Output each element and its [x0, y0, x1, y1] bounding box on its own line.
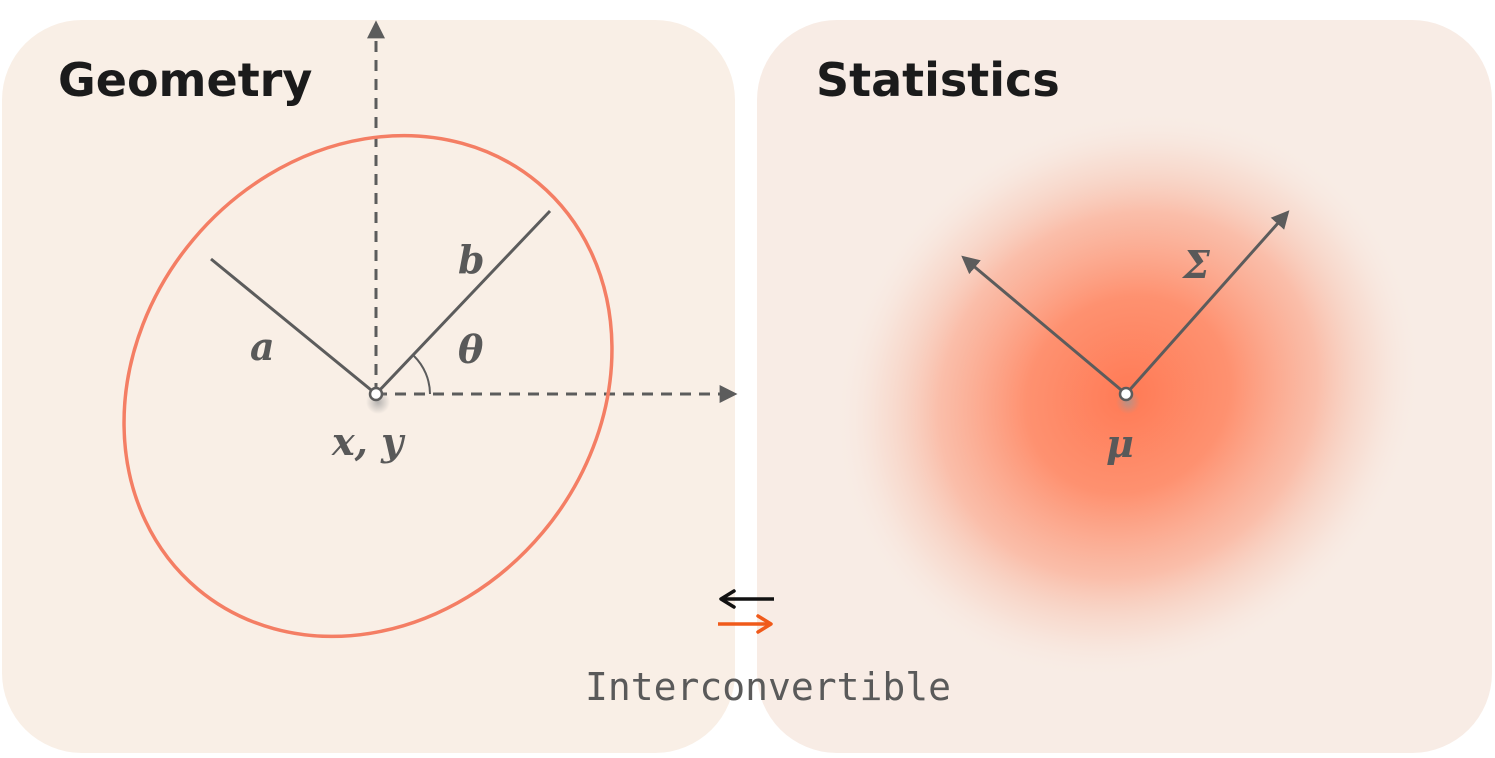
label-mu: μ: [1106, 421, 1134, 466]
covariance-axis-left-arrow: [961, 255, 1127, 396]
center-point: [368, 386, 384, 402]
ellipse-outline: [122, 133, 614, 639]
left-arrow-icon: [719, 589, 774, 609]
geometry-title: Geometry: [58, 53, 312, 107]
label-theta: θ: [458, 327, 484, 372]
statistics-title: Statistics: [816, 53, 1060, 107]
interconvertible-caption: Interconvertible: [585, 665, 951, 709]
label-center-xy: x, y: [331, 419, 406, 464]
statistics-panel: Statistics Σ μ: [757, 20, 1492, 753]
label-b: b: [458, 237, 485, 282]
semi-axis-a-line: [210, 257, 377, 396]
label-sigma: Σ: [1181, 242, 1211, 287]
interconvert-connector: Interconvertible: [585, 589, 951, 709]
mean-point: [1118, 386, 1134, 402]
label-a: a: [250, 324, 275, 369]
right-arrow-icon: [718, 614, 773, 634]
geometry-panel: Geometry a b θ x, y: [2, 20, 738, 753]
semi-axis-b-line: [374, 209, 552, 396]
covariance-axis-right-arrow: [1124, 210, 1290, 395]
angle-theta-arc: [413, 355, 431, 395]
